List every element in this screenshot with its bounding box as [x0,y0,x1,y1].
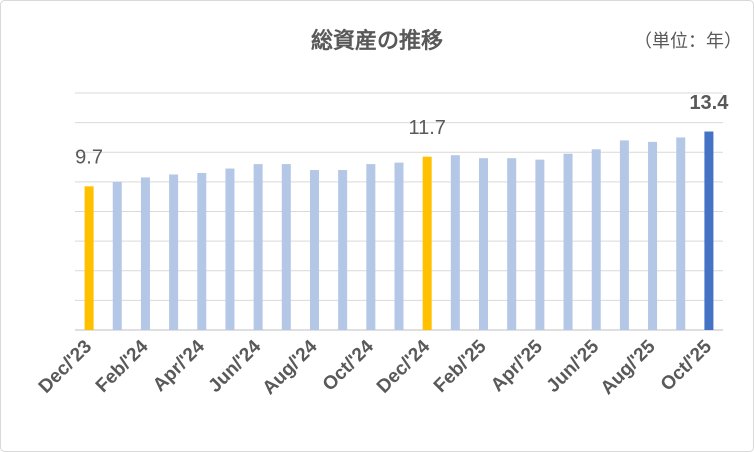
bar [563,153,573,330]
bar [648,141,658,330]
data-label: 11.7 [408,117,445,139]
bar [704,131,714,330]
bar [140,177,150,330]
chart-title: 総資産の推移 [311,28,443,53]
bar [281,164,291,330]
data-label: 9.7 [75,147,103,169]
bar [197,172,207,330]
data-label: 13.4 [689,92,729,114]
bar [479,158,489,330]
bar [591,149,601,330]
bar [422,156,432,330]
bar [619,140,629,330]
bar [253,164,263,330]
bar [394,162,404,330]
bar [169,174,179,330]
bar [84,186,94,330]
bar [309,170,319,330]
bar [338,170,348,330]
chart-subtitle: （単位：年） [634,31,742,51]
bar [535,159,545,330]
bar [676,137,686,330]
bar [112,181,122,330]
bar [366,164,376,330]
bar [450,155,460,330]
bar [507,158,517,330]
bar [225,168,235,330]
